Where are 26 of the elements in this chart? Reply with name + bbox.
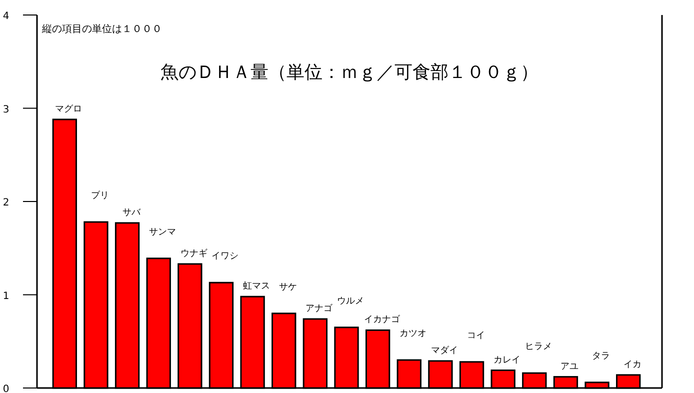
x-tick-label: 虹マス <box>243 280 270 292</box>
x-tick-label: イカナゴ <box>364 314 401 326</box>
x-tick-label: イカ <box>623 360 642 370</box>
y-tick-label: 0 <box>2 384 10 393</box>
x-tick-label: マグロ <box>55 103 82 114</box>
x-tick-label: カレイ <box>494 355 521 366</box>
y-tick-label: 2 <box>2 198 10 208</box>
x-tick-label: コイ <box>466 330 485 341</box>
y-tick-label: 1 <box>2 290 10 302</box>
x-tick-label: サバ <box>122 208 142 218</box>
x-tick-label: カツオ <box>400 329 427 340</box>
y-tick-label: 3 <box>2 104 10 116</box>
x-tick-label: イワシ <box>212 252 239 262</box>
x-tick-label: マダイ <box>430 344 458 356</box>
annotation: 縦の項目の単位は１０００ <box>41 23 162 35</box>
x-tick-label: サケ <box>278 282 297 292</box>
y-tick-label: 4 <box>2 11 10 22</box>
text: 魚のＤＨＡ量（単位：ｍｇ／可食部１００ｇ） <box>160 62 538 83</box>
x-tick-label: サンマ <box>149 227 176 238</box>
x-tick-label: ヒラメ <box>524 342 552 352</box>
x-tick-label: タラ <box>592 351 610 362</box>
x-tick-label: ウルメ <box>337 296 364 306</box>
x-tick-label: ウナギ <box>180 248 208 259</box>
x-tick-label: アナゴ <box>306 302 334 314</box>
x-tick-label: ブリ <box>90 190 109 202</box>
x-tick-label: アユ <box>560 362 579 372</box>
